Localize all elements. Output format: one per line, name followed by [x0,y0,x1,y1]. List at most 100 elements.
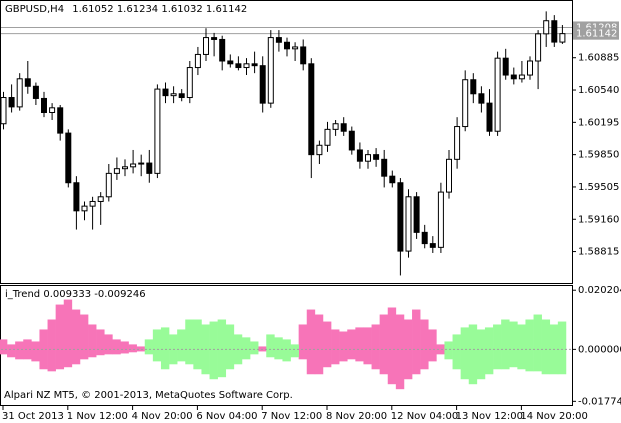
indicator-bar [250,341,259,355]
candle-body [518,74,525,80]
candle-body [421,231,428,245]
indicator-bar [541,319,551,375]
indicator-bar [468,324,478,385]
indicator-bar [39,329,48,370]
symbol-title: GBPUSD,H4 1.61052 1.61234 1.61032 1.6114… [5,4,247,15]
y-tick-label: 1.60195 [578,117,619,128]
candle-body [211,37,218,40]
candle-body [186,67,193,99]
indicator-bar [428,329,437,362]
indicator-bar [460,327,470,380]
indicator-bar [15,341,24,360]
candle-body [405,196,412,252]
candle-body [389,175,396,184]
candle-body [340,123,347,132]
indicator-bar [241,337,251,360]
candle-body [243,63,250,69]
indicator-bar [436,344,445,355]
indicator-bar [371,324,380,370]
candle-body [446,158,452,193]
ohlc-close: 1.61142 [206,4,247,15]
indicator-bar [47,319,56,372]
indicator-bar [331,329,340,365]
candle-body [259,65,266,104]
candle-body [154,88,161,174]
y-tick-label: 1.58815 [578,247,619,258]
candle-body [89,200,96,207]
indicator-bar [104,334,113,355]
candle-body [219,38,226,62]
candle-body [81,205,88,212]
indicator-bar [266,334,275,358]
x-tick-label: 8 Nov 20:00 [326,411,387,422]
indicator-bar [314,314,324,375]
candle-body [535,33,542,62]
candle-body [122,166,128,170]
indicator-bar [452,334,461,370]
candle-body [0,97,7,125]
candle-body [97,196,104,202]
candle-body [113,168,120,174]
indicator-bar [160,327,170,370]
x-tick-label: 14 Nov 20:00 [520,411,587,422]
candle-body [437,191,444,248]
indicator-bar [274,337,283,360]
candle-body [146,162,153,174]
candle-body [308,63,315,156]
candle-body [332,123,339,130]
candle-body [32,85,39,99]
candle-body [551,20,558,43]
candle-body [470,79,477,95]
indicator-bar [152,329,162,362]
indicator-bar [23,339,32,360]
indicator-title: i_Trend 0.009333 -0.009246 [5,289,146,300]
indicator-bar [298,324,308,360]
y-tick-label: 1.59160 [578,214,619,225]
ohlc-open: 1.61052 [72,4,113,15]
indicator-bar [509,321,518,368]
candle-body [454,126,461,160]
candle-body [130,163,137,168]
candle-body [41,97,47,114]
candle-body [235,63,242,69]
indicator-bar [55,304,65,370]
indicator-bar [517,324,526,370]
indicator-bar [209,321,218,380]
indicator-bar [63,299,73,368]
indicator-bar [136,346,146,352]
indicator-bar [347,329,356,360]
indicator-bar [525,319,534,372]
indicator-bar [177,329,186,362]
indicator-bar [185,319,194,365]
candle-body [413,196,420,233]
y-tick-label: 1.59850 [578,150,619,161]
copyright: Alpari NZ MT5, © 2001-2013, MetaQuotes S… [4,390,293,401]
indicator-bar [484,327,494,375]
indicator-name: i_Trend [5,289,40,300]
indicator-bar [306,309,316,375]
ohlc-high: 1.61234 [117,4,158,15]
indicator-bar [387,307,397,385]
candle-body [373,154,380,160]
price-tag [573,27,619,40]
indicator-bar [96,329,105,356]
candle-body [559,33,566,43]
x-tick-label: 7 Nov 12:00 [261,411,322,422]
candle-body [49,107,56,114]
indicator-bar [339,331,348,362]
indicator-readout: -0.009246 [94,289,145,300]
indicator-bar [79,314,89,360]
candle-body [8,97,15,108]
indicator-bar [290,344,299,358]
ohlc-low: 1.61032 [161,4,202,15]
candle-body [527,60,533,76]
x-tick-label: 12 Nov 04:00 [391,411,458,422]
candle-body [300,46,307,65]
candle-body [510,74,517,80]
candle-body [292,46,299,50]
indicator-bar [88,324,97,358]
candle-body [65,132,72,184]
indicator-bar [0,339,8,355]
indicator-bar [355,327,364,362]
y-tick-label: -0.017746 [578,396,621,407]
